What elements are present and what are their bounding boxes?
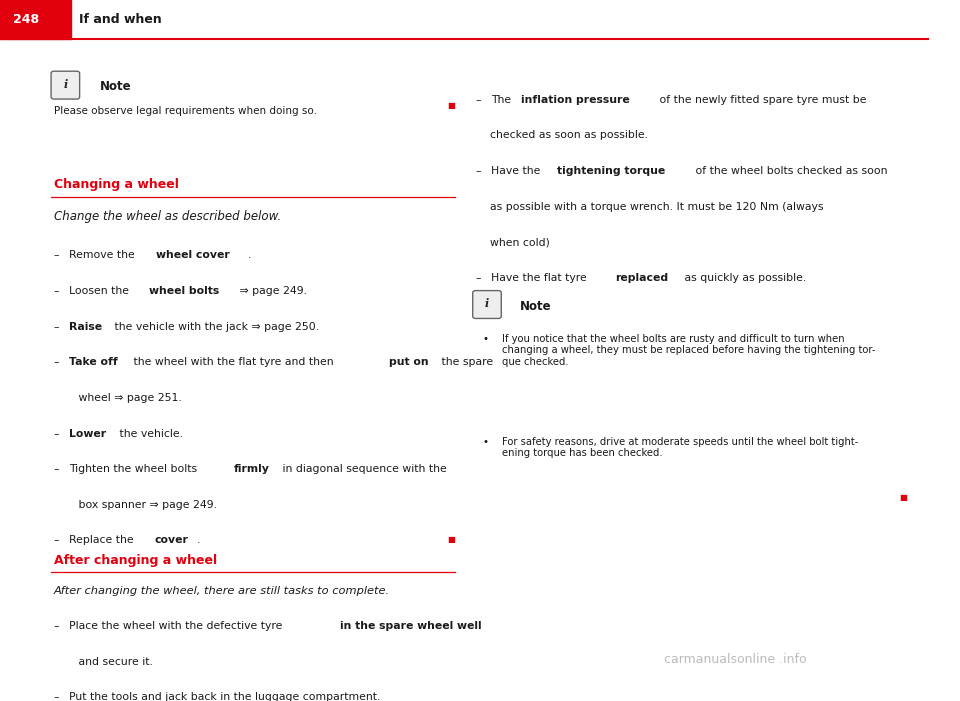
Text: –: – bbox=[54, 286, 66, 296]
Text: .: . bbox=[248, 250, 252, 260]
Text: 248: 248 bbox=[13, 13, 39, 26]
Text: the vehicle with the jack ⇒ page 250.: the vehicle with the jack ⇒ page 250. bbox=[110, 322, 319, 332]
Text: –: – bbox=[54, 621, 66, 631]
Text: Please observe legal requirements when doing so.: Please observe legal requirements when d… bbox=[54, 107, 317, 116]
Text: Note: Note bbox=[100, 80, 131, 93]
Text: If and when: If and when bbox=[79, 13, 161, 26]
Text: For safety reasons, drive at moderate speeds until the wheel bolt tight-
ening t: For safety reasons, drive at moderate sp… bbox=[501, 437, 858, 458]
Text: in diagonal sequence with the: in diagonal sequence with the bbox=[278, 464, 446, 474]
Text: Remove the: Remove the bbox=[69, 250, 139, 260]
Text: the spare: the spare bbox=[439, 358, 493, 367]
Bar bbox=[0, 0, 71, 39]
Text: carmanualsonline .info: carmanualsonline .info bbox=[664, 653, 806, 667]
Text: cover: cover bbox=[155, 536, 188, 545]
Text: wheel ⇒ page 251.: wheel ⇒ page 251. bbox=[54, 393, 181, 403]
Text: Replace the: Replace the bbox=[69, 536, 137, 545]
Text: i: i bbox=[485, 299, 490, 309]
Text: firmly: firmly bbox=[234, 464, 270, 474]
Text: Tighten the wheel bolts: Tighten the wheel bolts bbox=[69, 464, 201, 474]
FancyBboxPatch shape bbox=[51, 72, 80, 99]
Text: checked as soon as possible.: checked as soon as possible. bbox=[475, 130, 647, 140]
Text: The: The bbox=[492, 95, 515, 104]
Text: of the newly fitted spare tyre must be: of the newly fitted spare tyre must be bbox=[657, 95, 867, 104]
Text: If you notice that the wheel bolts are rusty and difficult to turn when
changing: If you notice that the wheel bolts are r… bbox=[501, 334, 875, 367]
Text: Raise: Raise bbox=[69, 322, 103, 332]
Text: the wheel with the flat tyre and then: the wheel with the flat tyre and then bbox=[131, 358, 338, 367]
Text: Note: Note bbox=[520, 299, 552, 313]
Text: –: – bbox=[475, 95, 488, 104]
Text: ■: ■ bbox=[447, 536, 456, 545]
Text: •: • bbox=[483, 437, 489, 447]
Text: replaced: replaced bbox=[615, 273, 668, 283]
Text: –: – bbox=[54, 428, 66, 439]
Text: –: – bbox=[54, 358, 66, 367]
Text: –: – bbox=[54, 693, 66, 701]
Text: Have the: Have the bbox=[492, 166, 544, 176]
Text: of the wheel bolts checked as soon: of the wheel bolts checked as soon bbox=[692, 166, 888, 176]
Text: when cold): when cold) bbox=[475, 237, 549, 247]
FancyBboxPatch shape bbox=[472, 291, 501, 318]
Text: as quickly as possible.: as quickly as possible. bbox=[682, 273, 806, 283]
Text: ⇒ page 249.: ⇒ page 249. bbox=[236, 286, 307, 296]
Text: in the spare wheel well: in the spare wheel well bbox=[340, 621, 482, 631]
Text: Change the wheel as described below.: Change the wheel as described below. bbox=[54, 210, 281, 224]
Text: .: . bbox=[197, 536, 201, 545]
Text: •: • bbox=[483, 334, 489, 344]
Text: After changing a wheel: After changing a wheel bbox=[54, 554, 217, 567]
Text: the vehicle.: the vehicle. bbox=[116, 428, 182, 439]
Text: inflation pressure: inflation pressure bbox=[520, 95, 630, 104]
Text: wheel cover: wheel cover bbox=[156, 250, 229, 260]
Text: –: – bbox=[54, 464, 66, 474]
Text: Changing a wheel: Changing a wheel bbox=[54, 178, 179, 191]
Text: Take off: Take off bbox=[69, 358, 118, 367]
Text: ■: ■ bbox=[447, 101, 456, 110]
Text: tightening torque: tightening torque bbox=[557, 166, 665, 176]
Text: i: i bbox=[63, 79, 67, 90]
Text: wheel bolts: wheel bolts bbox=[149, 286, 219, 296]
Text: –: – bbox=[54, 536, 66, 545]
Text: Have the flat tyre: Have the flat tyre bbox=[492, 273, 590, 283]
Text: as possible with a torque wrench. It must be 120 Nm (always: as possible with a torque wrench. It mus… bbox=[475, 202, 823, 212]
Text: –: – bbox=[475, 273, 488, 283]
Text: –: – bbox=[54, 250, 66, 260]
Text: After changing the wheel, there are still tasks to complete.: After changing the wheel, there are stil… bbox=[54, 586, 390, 596]
Text: Place the wheel with the defective tyre: Place the wheel with the defective tyre bbox=[69, 621, 286, 631]
Text: and secure it.: and secure it. bbox=[54, 657, 153, 667]
Text: box spanner ⇒ page 249.: box spanner ⇒ page 249. bbox=[54, 500, 217, 510]
Text: Lower: Lower bbox=[69, 428, 107, 439]
Text: –: – bbox=[475, 166, 488, 176]
Text: Loosen the: Loosen the bbox=[69, 286, 133, 296]
Text: Put the tools and jack back in the luggage compartment.: Put the tools and jack back in the lugga… bbox=[69, 693, 381, 701]
Text: ■: ■ bbox=[899, 493, 907, 502]
Text: –: – bbox=[54, 322, 66, 332]
Text: put on: put on bbox=[389, 358, 428, 367]
